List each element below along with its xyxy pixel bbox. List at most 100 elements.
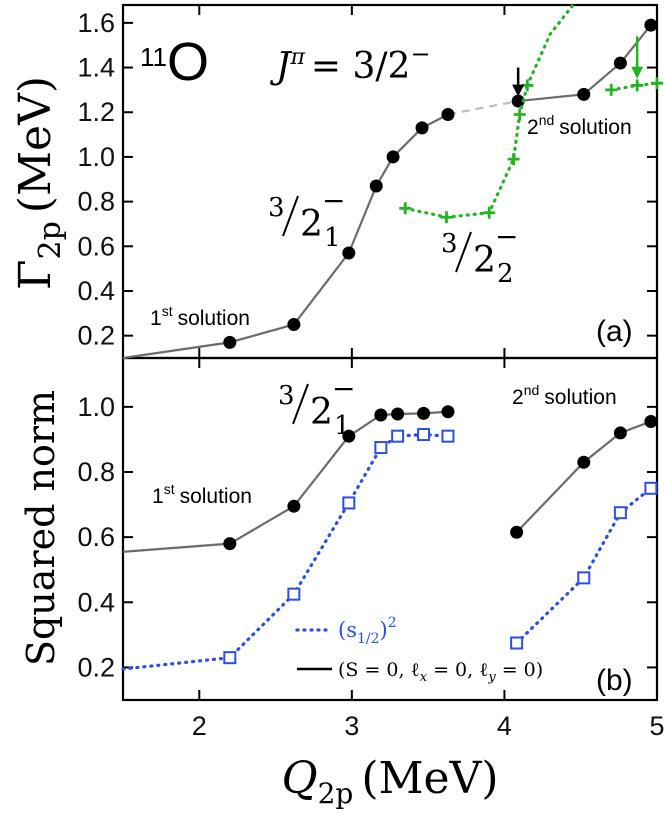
panel-a-first-solution: 1st solution (150, 303, 250, 330)
data-point-circle (644, 415, 658, 429)
x-tick-label: 5 (649, 711, 664, 741)
arrow-head (512, 84, 525, 97)
x-tick-label: 3 (344, 711, 359, 741)
jpi-label: Jπ = 3/2− (269, 40, 431, 87)
y-tick-label: 1.0 (77, 142, 115, 172)
data-point-circle (342, 246, 356, 260)
svg-text:−: − (322, 184, 345, 217)
jpi-pi: π (289, 45, 305, 70)
state2-slash (455, 231, 472, 273)
nucleus-symbol: O (167, 32, 209, 92)
y-tick-label: 0.8 (77, 457, 115, 487)
data-point-square (287, 587, 301, 601)
nucleus-label: 11O (140, 32, 209, 92)
data-point-plus (483, 206, 496, 219)
panel-b-first-solution: 1st solution (152, 481, 252, 508)
state1b-slash (292, 383, 309, 425)
data-point-circle (577, 87, 591, 101)
series-line (515, 420, 652, 534)
data-point-circle (441, 405, 455, 419)
panel-b-ticks: 0.2 0.4 0.6 0.8 1.0 2 3 4 5 (77, 358, 664, 741)
panel-b-label: (b) (596, 664, 633, 697)
data-point-circle (223, 335, 237, 349)
data-point-square (374, 441, 388, 455)
svg-text:2: 2 (310, 392, 333, 433)
panel-a-second-solution: 2nd solution (527, 112, 632, 139)
data-point-square (342, 496, 356, 510)
panel-a-ticks: 0.2 0.4 0.6 0.8 1.0 1.2 1.4 1.6 (77, 5, 658, 358)
legend-label-s0: (S = 0, ℓx = 0, ℓy = 0) (338, 659, 543, 685)
data-point-circle (287, 499, 301, 513)
y-tick-label: 1.0 (77, 392, 115, 422)
data-point-square (391, 429, 405, 443)
y-tick-label: 0.8 (77, 187, 115, 217)
y-tick-label: 0.2 (77, 652, 115, 682)
y-tick-label: 0.4 (77, 276, 115, 306)
data-point-square (223, 651, 237, 665)
data-point-plus (440, 211, 453, 224)
y-tick-label: 1.2 (77, 97, 115, 127)
data-point-circle (391, 407, 405, 421)
data-point-circle (287, 317, 301, 331)
svg-text:1: 1 (324, 223, 341, 253)
y-tick-label: 0.6 (77, 522, 115, 552)
legend-label-s12: (s1/2)2 (338, 615, 397, 647)
jpi-sign: − (410, 40, 430, 68)
data-point-circle (374, 408, 388, 422)
series-line (609, 81, 659, 92)
data-point-circle (613, 56, 627, 70)
data-point-square (417, 428, 431, 442)
data-point-circle (369, 179, 383, 193)
x-tick-label: 4 (497, 711, 512, 741)
y-tick-label: 1.4 (77, 53, 115, 83)
series-connector (447, 99, 519, 116)
data-point-circle (417, 406, 431, 420)
arrow-head (631, 66, 644, 79)
data-point-circle (441, 107, 455, 121)
panel-b-series (121, 405, 658, 671)
data-point-square (613, 506, 627, 520)
legend: (s1/2)2 (S = 0, ℓx = 0, ℓy = 0) (295, 615, 543, 685)
data-point-plus (651, 77, 663, 90)
jpi-j: J (269, 46, 293, 87)
nucleus-mass: 11 (140, 42, 167, 72)
svg-text:−: − (332, 372, 355, 405)
data-point-circle (386, 150, 400, 164)
data-point-circle (415, 121, 429, 135)
y-tick-label: 1.6 (77, 8, 115, 38)
data-point-plus (605, 83, 618, 96)
y-tick-label: 0.2 (77, 321, 115, 351)
data-point-square (644, 481, 658, 495)
jpi-value: = 3/2 (311, 46, 411, 87)
data-point-square (577, 571, 591, 585)
panel-b-state1-label: 3 2 1 − (278, 372, 355, 441)
y-tick-label: 0.4 (77, 587, 115, 617)
panel-a-ylabel: Γ2p(MeV) (10, 76, 68, 290)
panel-a-state2-label: 3 2 2 − (441, 220, 518, 289)
green-rise-line (525, 3, 575, 88)
panel-a-state1-label: 3 2 1 − (268, 184, 345, 253)
svg-text:3: 3 (441, 229, 458, 259)
series-line (121, 432, 450, 671)
y-tick-label: 0.6 (77, 231, 115, 261)
panel-a-label: (a) (596, 315, 633, 348)
data-point-plus (631, 79, 644, 92)
panel-b-second-solution: 2nd solution (512, 382, 617, 409)
data-point-plus (507, 153, 520, 166)
x-tick-label: 2 (192, 711, 207, 741)
x-axis-label: Q2p (MeV) (281, 753, 498, 810)
data-point-square (441, 429, 455, 443)
panel-b-ylabel: Squared norm (19, 390, 63, 666)
panel-b-frame (121, 356, 659, 702)
series-line (403, 83, 529, 219)
series-line (122, 113, 449, 360)
svg-text:−: − (495, 220, 518, 253)
state1-slash (282, 195, 299, 237)
data-point-circle (510, 525, 524, 539)
data-point-circle (511, 94, 525, 108)
data-point-circle (613, 426, 627, 440)
data-point-plus (513, 108, 526, 121)
data-point-circle (577, 455, 591, 469)
series-line (515, 486, 653, 645)
